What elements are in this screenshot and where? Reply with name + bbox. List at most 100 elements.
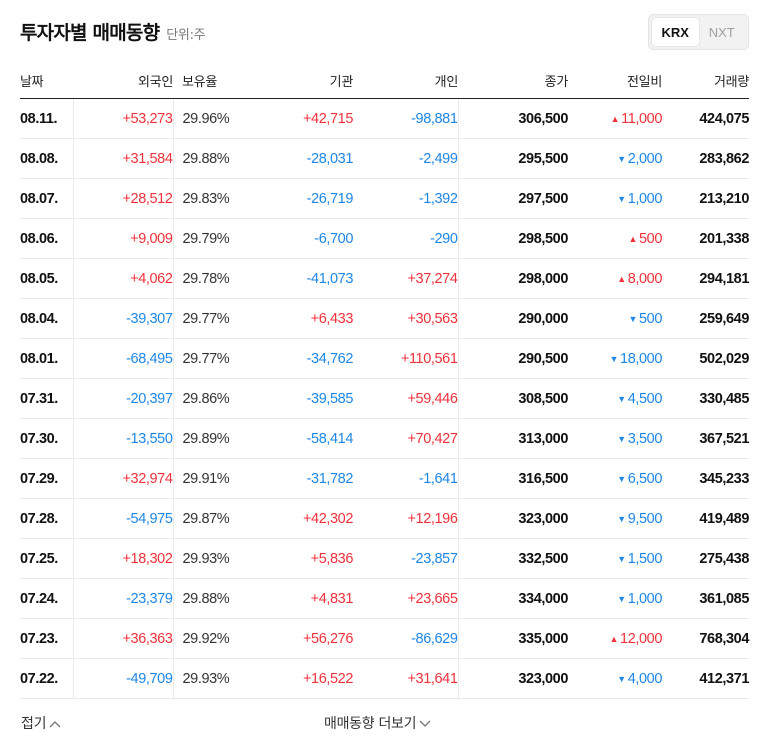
cell-holding-value: 29.89% [182, 430, 230, 447]
cell-holding: 29.88% [173, 138, 253, 179]
cell-institution: -6,700 [253, 218, 353, 259]
cell-individual-value: +59,446 [407, 390, 458, 407]
cell-close: 308,500 [458, 378, 568, 419]
cell-date-value: 08.08. [20, 150, 58, 167]
cell-foreign: +18,302 [73, 538, 174, 579]
cell-close-value: 298,000 [518, 270, 568, 287]
cell-foreign-value: -49,709 [126, 670, 173, 687]
cell-holding: 29.92% [173, 618, 253, 659]
cell-institution: -58,414 [253, 418, 354, 459]
cell-volume-value: 367,521 [699, 430, 749, 447]
cell-change-value: 1,000 [627, 590, 663, 607]
cell-date: 07.28. [20, 498, 74, 539]
cell-institution-value: +42,302 [302, 510, 353, 527]
cell-change: ▼ 1,500 [568, 538, 662, 579]
more-trend-button[interactable]: 매매동향 더보기 [324, 713, 431, 733]
cell-institution: +42,715 [253, 98, 353, 139]
cell-foreign: +53,273 [73, 98, 174, 139]
cell-institution-value: -34,762 [306, 350, 354, 367]
cell-date-value: 08.05. [20, 270, 58, 287]
cell-holding: 29.78% [173, 258, 253, 299]
triangle-up-icon: ▲ [628, 233, 637, 244]
cell-volume: 201,338 [662, 218, 749, 259]
fold-label: 접기 [21, 716, 47, 732]
cell-close-value: 308,500 [518, 390, 568, 407]
cell-foreign-value: +53,273 [122, 110, 173, 127]
cell-foreign-value: -13,550 [126, 430, 173, 447]
cell-volume: 294,181 [662, 258, 749, 299]
cell-close: 290,500 [458, 338, 568, 379]
market-tab-nxt[interactable]: NXT [708, 24, 735, 40]
cell-individual-value: -1,641 [418, 470, 458, 487]
cell-close: 306,500 [458, 98, 568, 139]
cell-holding: 29.88% [173, 578, 253, 619]
cell-foreign-value: +32,974 [122, 470, 173, 487]
cell-change: ▼ 18,000 [568, 338, 662, 379]
cell-date-value: 08.01. [20, 350, 58, 367]
cell-institution-value: -58,414 [306, 430, 354, 447]
cell-individual-value: -86,629 [411, 630, 458, 647]
cell-date-value: 07.31. [20, 390, 58, 407]
cell-date: 07.31. [20, 378, 74, 419]
market-switch: KRX NXT [648, 14, 749, 50]
cell-close: 295,500 [458, 138, 568, 179]
col-header-individual: 개인 [353, 62, 458, 99]
cell-individual-value: -290 [430, 230, 458, 247]
cell-close: 290,000 [458, 298, 568, 339]
cell-close: 323,000 [458, 498, 568, 539]
section-title: 투자자별 매매동향 [20, 22, 160, 44]
cell-close-value: 313,000 [518, 430, 568, 447]
cell-date-value: 07.23. [20, 630, 58, 647]
cell-individual: +30,563 [353, 298, 459, 339]
cell-individual: -1,392 [353, 178, 459, 219]
cell-foreign-value: +18,302 [122, 550, 173, 567]
triangle-down-icon: ▼ [617, 513, 626, 524]
cell-institution: -28,031 [253, 138, 353, 179]
cell-date-value: 08.06. [20, 230, 58, 247]
cell-holding-value: 29.78% [182, 270, 230, 287]
cell-close: 335,000 [458, 618, 568, 659]
cell-change: ▼ 1,000 [568, 578, 663, 619]
cell-change-value: 4,000 [627, 670, 663, 687]
cell-date-value: 07.30. [20, 430, 58, 447]
cell-change-value: 12,000 [620, 630, 662, 647]
cell-volume: 330,485 [662, 378, 749, 419]
cell-change: ▼ 4,000 [568, 658, 663, 699]
cell-individual-value: -1,392 [418, 190, 458, 207]
cell-individual-value: +30,563 [407, 310, 458, 327]
cell-holding: 29.79% [173, 218, 253, 259]
cell-individual: +110,561 [353, 338, 459, 379]
triangle-up-icon: ▲ [609, 633, 619, 644]
cell-individual: +70,427 [353, 418, 459, 459]
cell-institution-value: +42,715 [302, 110, 353, 127]
fold-button[interactable]: 접기 [21, 713, 61, 733]
cell-volume: 259,649 [662, 298, 749, 339]
col-header-holding: 보유율 [173, 62, 253, 99]
table-row: 08.06. +9,009 29.79% -6,700 -290 298,500 ▲ 500 2… [20, 218, 749, 259]
cell-change: ▲ 500 [568, 218, 662, 259]
market-tab-krx[interactable]: KRX [652, 18, 699, 46]
cell-foreign: -23,379 [73, 578, 174, 619]
cell-holding-value: 29.92% [182, 630, 230, 647]
cell-individual: -290 [353, 218, 459, 259]
cell-volume: 275,438 [662, 538, 749, 579]
chevron-down-icon [419, 720, 431, 728]
cell-individual-value: +37,274 [407, 270, 458, 287]
cell-date-value: 07.25. [20, 550, 58, 567]
table-footer: 접기 매매동향 더보기 [0, 707, 768, 737]
cell-volume: 424,075 [662, 98, 749, 139]
cell-holding-value: 29.77% [182, 350, 230, 367]
triangle-down-icon: ▼ [617, 433, 626, 444]
cell-institution: -34,762 [253, 338, 354, 379]
cell-institution: +16,522 [253, 658, 353, 699]
cell-individual: -2,499 [353, 138, 459, 179]
cell-close-value: 332,500 [518, 550, 568, 567]
cell-change-value: 8,000 [627, 270, 663, 287]
cell-holding: 29.96% [173, 98, 253, 139]
cell-institution: +56,276 [253, 618, 353, 659]
triangle-up-icon: ▲ [617, 273, 626, 284]
cell-institution-value: +6,433 [310, 310, 354, 327]
cell-holding: 29.91% [173, 458, 253, 499]
cell-volume-value: 361,085 [699, 590, 749, 607]
cell-volume-value: 259,649 [699, 310, 749, 327]
